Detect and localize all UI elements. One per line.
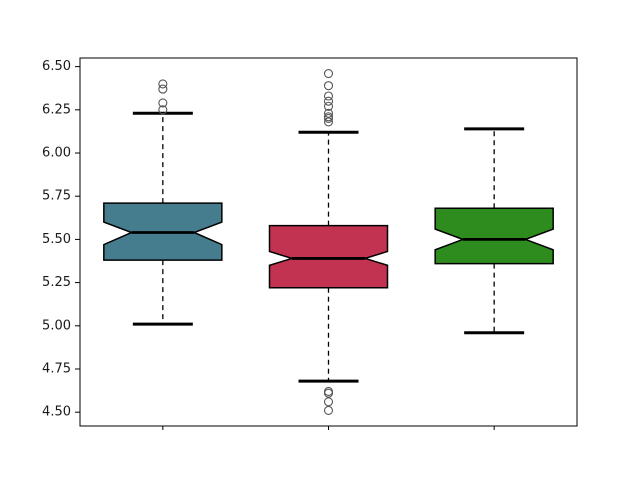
box-2-outlier-marker (323, 117, 334, 127)
y-tick-label: 6.50 (42, 59, 71, 74)
box-2-outlier-marker (323, 388, 334, 398)
y-tick-label: 4.50 (42, 405, 71, 420)
box-2-body (268, 224, 389, 289)
box-2-outlier-marker (323, 101, 334, 111)
box-1-outlier-marker (158, 105, 168, 115)
box-2-outlier-marker (323, 96, 334, 106)
y-tick-label: 6.00 (42, 146, 71, 161)
box-3-body (434, 207, 554, 265)
box-2-outlier-marker (323, 405, 334, 416)
box-2-outlier-marker (323, 113, 334, 124)
box-1-outlier-marker (158, 98, 168, 108)
y-tick-label: 4.75 (42, 361, 71, 376)
box-2-outlier-marker (323, 397, 334, 407)
box-1-outlier-marker (158, 84, 168, 94)
box-1-outlier-marker (158, 79, 168, 89)
y-tick-label: 5.75 (42, 189, 71, 204)
box-2-outlier-marker (323, 108, 334, 118)
box-2-outlier-marker (323, 68, 334, 79)
y-tick-label: 6.25 (42, 102, 71, 117)
box-2-outlier-marker (323, 81, 334, 91)
y-tick-label: 5.25 (42, 275, 71, 290)
y-tick-label: 5.50 (42, 232, 71, 247)
y-tick-label: 5.00 (42, 318, 71, 333)
box-2-outlier-marker (323, 91, 334, 101)
